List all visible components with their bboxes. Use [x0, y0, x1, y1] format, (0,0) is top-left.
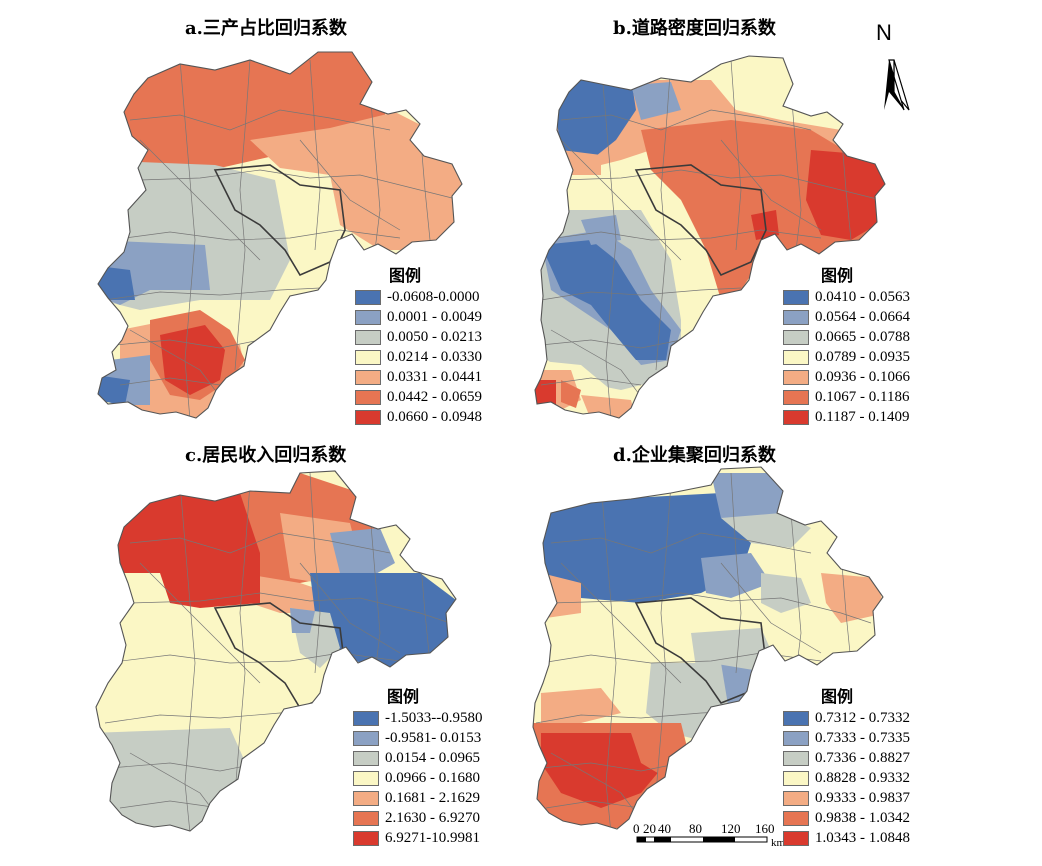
legend-title: 图例: [821, 266, 854, 285]
legend-swatch: [353, 731, 379, 746]
legend-label: 0.0154 - 0.0965: [385, 750, 480, 766]
legend-label: 1.0343 - 1.0848: [815, 830, 910, 846]
legend-swatch: [355, 350, 381, 365]
legend-label: 0.7336 - 0.8827: [815, 750, 910, 766]
legend-swatch: [783, 350, 809, 365]
legend-label: 2.1630 - 6.9270: [385, 810, 480, 826]
legend-swatch: [783, 711, 809, 726]
legend-swatch: [353, 791, 379, 806]
scale-tick-label: 0: [633, 821, 640, 836]
legend-swatch: [783, 290, 809, 305]
legend: 图例 0.0410 - 0.0563 0.0564 - 0.0664 0.066…: [783, 262, 953, 432]
scale-tick-label: 120: [721, 821, 741, 836]
legend-swatch: [783, 791, 809, 806]
legend: 图例 0.7312 - 0.7332 0.7333 - 0.7335 0.733…: [783, 683, 953, 853]
panel-title: b.道路密度回归系数: [613, 18, 776, 39]
panel-title: c.居民收入回归系数: [185, 445, 347, 466]
panel-title: d.企业集聚回归系数: [613, 445, 776, 466]
panel-b: b.道路密度回归系数: [521, 0, 1042, 433]
legend-swatch: [353, 811, 379, 826]
legend-title: 图例: [389, 266, 422, 285]
legend-title: 图例: [821, 687, 854, 706]
legend-label: 0.9838 - 1.0342: [815, 810, 910, 826]
legend-swatch: [783, 751, 809, 766]
legend-label: 0.0966 - 0.1680: [385, 770, 480, 786]
legend-swatch: [355, 410, 381, 425]
legend-label: 0.7312 - 0.7332: [815, 710, 910, 726]
legend-swatch: [355, 310, 381, 325]
scale-tick-label: 20: [643, 821, 656, 836]
legend-swatch: [783, 390, 809, 405]
legend-swatch: [353, 711, 379, 726]
panel-d: d.企业集聚回归系数: [521, 433, 1042, 866]
legend-label: 0.0050 - 0.0213: [387, 329, 482, 345]
legend-swatch: [353, 831, 379, 846]
legend-swatch: [783, 771, 809, 786]
scale-tick-label: 160: [755, 821, 775, 836]
legend-swatch: [783, 310, 809, 325]
scale-bar: [636, 836, 768, 843]
legend-swatch: [353, 771, 379, 786]
legend-label: 0.0331 - 0.0441: [387, 369, 482, 385]
north-arrow-icon: [884, 59, 910, 111]
legend-swatch: [783, 330, 809, 345]
legend-swatch: [355, 390, 381, 405]
legend-label: -1.5033--0.9580: [385, 710, 483, 726]
legend-swatch: [783, 811, 809, 826]
legend-label: 0.0564 - 0.0664: [815, 309, 910, 325]
legend-swatch: [783, 831, 809, 846]
panel-c: c.居民收入回归系数: [0, 433, 521, 866]
legend-label: 6.9271-10.9981: [385, 830, 480, 846]
legend-swatch: [355, 370, 381, 385]
legend-label: 0.0214 - 0.0330: [387, 349, 482, 365]
legend-label: 0.0442 - 0.0659: [387, 389, 482, 405]
legend-label: 0.0001 - 0.0049: [387, 309, 482, 325]
legend-label: 0.1681 - 2.1629: [385, 790, 480, 806]
legend-label: 0.7333 - 0.7335: [815, 730, 910, 746]
legend-swatch: [353, 751, 379, 766]
choropleth-map: [95, 470, 457, 832]
north-label: N: [876, 20, 892, 45]
legend-label: 0.0789 - 0.0935: [815, 349, 910, 365]
legend-label: -0.0608-0.0000: [387, 289, 480, 305]
legend-label: -0.9581- 0.0153: [385, 730, 482, 746]
choropleth-map: [532, 466, 884, 843]
legend-label: 0.0936 - 0.1066: [815, 369, 910, 385]
legend-title: 图例: [387, 687, 420, 706]
legend: 图例 -0.0608-0.0000 0.0001 - 0.0049 0.0050…: [355, 262, 525, 432]
legend-swatch: [783, 370, 809, 385]
scale-unit: km: [771, 837, 786, 849]
legend-swatch: [783, 731, 809, 746]
legend-swatch: [355, 330, 381, 345]
legend-label: 0.0665 - 0.0788: [815, 329, 910, 345]
legend-swatch: [783, 410, 809, 425]
legend-label: 0.0660 - 0.0948: [387, 409, 482, 425]
legend-label: 0.9333 - 0.9837: [815, 790, 910, 806]
scale-tick-label: 80: [689, 821, 702, 836]
scale-tick-label: 40: [658, 821, 671, 836]
panel-a: a.三产占比回归系数: [0, 0, 521, 433]
legend-label: 0.1187 - 0.1409: [815, 409, 910, 425]
scale-bar-labels: 0 20 40 80 120 160 km: [633, 821, 803, 861]
choropleth-map: [97, 51, 463, 419]
legend: 图例 -1.5033--0.9580 -0.9581- 0.0153 0.015…: [353, 683, 523, 853]
panel-title: a.三产占比回归系数: [185, 18, 347, 39]
legend-label: 0.8828 - 0.9332: [815, 770, 910, 786]
choropleth-map: [534, 55, 910, 419]
legend-label: 0.0410 - 0.0563: [815, 289, 910, 305]
legend-label: 0.1067 - 0.1186: [815, 389, 910, 405]
legend-swatch: [355, 290, 381, 305]
